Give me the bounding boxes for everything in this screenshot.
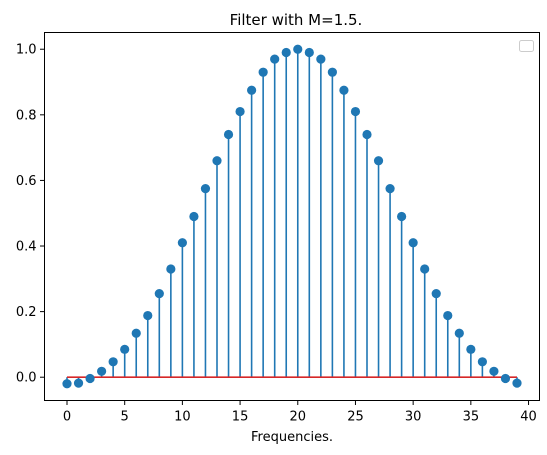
stem-marker — [500, 373, 511, 384]
stem-marker — [397, 211, 407, 222]
stem-marker — [73, 378, 84, 388]
stem-marker — [350, 106, 361, 117]
stem-marker — [466, 344, 476, 354]
stem-marker — [339, 85, 349, 95]
y-tick-label: 0.6 — [16, 174, 37, 189]
stem-marker — [316, 54, 326, 64]
stem-marker — [154, 288, 164, 299]
stem-marker — [420, 264, 430, 274]
y-tick-label: 0.2 — [16, 305, 37, 320]
stem-marker — [247, 85, 257, 95]
stem-marker — [108, 357, 118, 367]
x-tick-label: 20 — [289, 410, 306, 425]
legend-box — [519, 40, 534, 52]
x-tick-label: 5 — [121, 410, 129, 425]
stem-marker — [304, 47, 314, 58]
stem-marker — [189, 211, 199, 222]
x-axis-ticks: 0 5 10 15 20 25 30 35 40 — [63, 400, 537, 425]
stem-marker — [431, 288, 441, 299]
x-axis-label: Frequencies. — [251, 430, 333, 445]
x-tick-label: 10 — [174, 410, 191, 425]
stem-markers — [62, 44, 522, 389]
stem-marker — [373, 156, 384, 166]
y-tick-label: 0.8 — [16, 108, 37, 123]
y-tick-label: 0.4 — [16, 240, 37, 255]
stem-marker — [270, 54, 280, 64]
stem-marker — [258, 67, 268, 77]
y-axis-ticks: 0.0 0.2 0.4 0.6 0.8 1.0 — [16, 43, 45, 386]
stem-marker — [293, 44, 303, 54]
stem-marker — [362, 129, 372, 140]
stem-marker — [489, 366, 499, 376]
stem-marker — [223, 129, 234, 140]
stem-marker — [443, 310, 453, 321]
stem-marker — [120, 344, 130, 354]
stem-marker — [385, 184, 395, 194]
stem-marker — [85, 373, 95, 384]
stem-marker — [177, 238, 187, 248]
chart-title: Filter with M=1.5. — [230, 11, 363, 29]
y-tick-label: 0.0 — [16, 371, 37, 386]
x-tick-label: 30 — [405, 410, 422, 425]
x-tick-label: 40 — [520, 410, 537, 425]
stem-marker — [512, 378, 522, 388]
stem-marker — [143, 310, 153, 321]
stem-marker — [235, 106, 245, 117]
x-tick-label: 25 — [347, 410, 364, 425]
stem-marker — [281, 47, 291, 58]
x-tick-label: 0 — [63, 410, 71, 425]
stem-marker — [62, 379, 72, 389]
stem-marker — [200, 184, 211, 194]
stem-lines — [66, 49, 518, 384]
stem-marker — [327, 67, 337, 77]
stem-marker — [408, 238, 418, 248]
plot-frame — [44, 32, 540, 401]
stem-marker — [97, 366, 107, 376]
stem-marker — [131, 328, 141, 338]
stem-marker — [212, 156, 222, 166]
x-tick-label: 15 — [232, 410, 249, 425]
x-tick-label: 35 — [463, 410, 480, 425]
stem-marker — [166, 264, 176, 274]
stem-marker — [454, 328, 464, 338]
stem-marker — [477, 357, 487, 367]
y-tick-label: 1.0 — [16, 43, 37, 58]
